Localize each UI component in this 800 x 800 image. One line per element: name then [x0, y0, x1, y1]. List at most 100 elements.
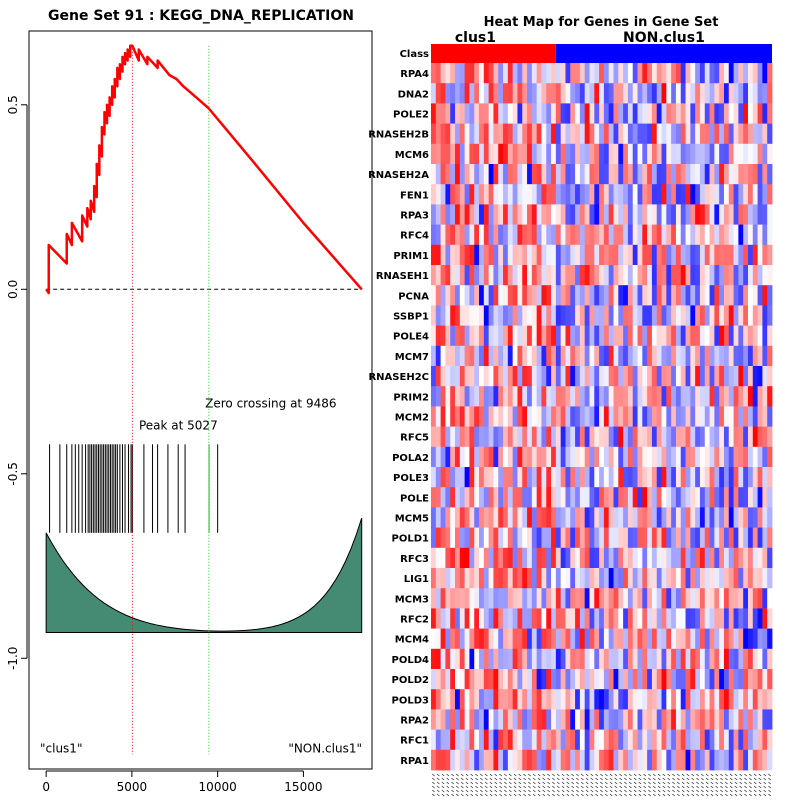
heatmap-cell	[555, 547, 562, 569]
sample-label-glyph	[566, 777, 570, 781]
heatmap-cell	[507, 547, 514, 569]
heatmap-cell	[570, 244, 576, 266]
heatmap-cell	[733, 406, 739, 427]
heatmap-cell	[555, 568, 562, 589]
heatmap-cell	[613, 608, 619, 629]
heatmap-cell	[503, 729, 509, 751]
sample-label-glyph	[676, 777, 680, 781]
heatmap-cell	[464, 608, 470, 629]
sample-label-glyph	[576, 785, 579, 789]
heatmap-cell	[666, 366, 672, 387]
heatmap-cell	[435, 164, 442, 185]
heatmap-cell	[675, 244, 682, 266]
heatmap-cell	[469, 689, 475, 710]
heatmap-cell	[498, 669, 504, 690]
heatmap-cell	[675, 588, 682, 609]
heatmap-cell	[728, 184, 734, 205]
heatmap-cell	[671, 123, 677, 145]
heatmap-cell	[565, 749, 571, 771]
heatmap-cell	[661, 749, 667, 771]
gene-row-label: POLD3	[392, 695, 430, 706]
heatmap-cell	[743, 285, 749, 306]
heatmap-cell	[599, 487, 605, 508]
heatmap-cell	[493, 386, 499, 407]
heatmap-cell	[551, 588, 557, 609]
heatmap-cell	[459, 709, 466, 730]
heatmap-cell	[651, 224, 658, 246]
heatmap-cell	[627, 143, 634, 165]
heatmap-cell	[723, 63, 730, 84]
heatmap-cell	[752, 143, 758, 165]
heatmap-cell	[704, 204, 710, 225]
heatmap-cell	[733, 608, 739, 629]
heatmap-cell	[536, 709, 542, 730]
heatmap-cell	[733, 527, 739, 549]
heatmap-cell	[743, 588, 749, 609]
heatmap-cell	[728, 305, 734, 326]
sample-label-glyph	[758, 773, 762, 777]
sample-label-glyph	[580, 793, 584, 797]
heatmap-cell	[666, 608, 672, 629]
heatmap-cell	[743, 426, 749, 448]
heatmap-cell	[560, 507, 566, 528]
x-tick-label: 0	[42, 780, 50, 794]
heatmap-cell	[661, 628, 667, 650]
sample-label-glyph	[686, 793, 690, 797]
heatmap-cell	[661, 588, 667, 609]
heatmap-cell	[474, 446, 480, 468]
heatmap-cell	[661, 345, 667, 367]
heatmap-cell	[637, 224, 643, 246]
heatmap-cell	[579, 729, 586, 751]
heatmap-cell	[483, 164, 490, 185]
heatmap-cell	[488, 588, 494, 609]
heatmap-cell	[661, 204, 667, 225]
heatmap-cell	[642, 648, 648, 670]
heatmap-cell	[570, 63, 576, 84]
sample-label-glyph	[455, 789, 459, 793]
sample-label-glyph	[470, 777, 474, 781]
sample-label-glyph	[556, 793, 560, 797]
heatmap-cell	[647, 83, 653, 104]
y-axis: 0.50.0-0.5-1.0	[6, 95, 28, 670]
heatmap-cell	[474, 709, 480, 730]
heatmap-cell	[728, 345, 734, 367]
heatmap-cell	[690, 164, 696, 185]
sample-label-glyph	[475, 777, 479, 781]
gene-row-label: RFC3	[400, 554, 429, 565]
heatmap-cell	[450, 507, 456, 528]
heatmap-cell	[647, 366, 653, 387]
heatmap-cell	[431, 103, 437, 124]
heatmap-cell	[762, 204, 768, 225]
heatmap-cell	[637, 628, 643, 650]
heatmap-cell	[623, 588, 629, 609]
heatmap-cell	[671, 184, 677, 205]
heatmap-cell	[723, 123, 730, 145]
heatmap-cell	[642, 608, 648, 629]
sample-label-glyph	[609, 789, 613, 793]
gene-row-label: PRIM1	[393, 251, 429, 262]
heatmap-cell	[603, 285, 610, 306]
heatmap-cell	[589, 305, 595, 326]
gene-row-label: RPA2	[400, 716, 429, 727]
heatmap-cell	[714, 588, 720, 609]
heatmap-cell	[498, 406, 504, 427]
heatmap-cell	[507, 729, 514, 751]
heatmap-cell	[666, 184, 672, 205]
heatmap-cell	[431, 608, 437, 629]
sample-label-glyph	[609, 785, 613, 789]
heatmap-cell	[627, 467, 634, 488]
sample-label-glyph	[460, 777, 464, 781]
sample-label-glyph	[720, 777, 724, 781]
heatmap-cell	[431, 628, 437, 650]
heatmap-cell	[507, 467, 514, 488]
sample-label-glyph	[604, 789, 608, 793]
heatmap-cell	[656, 568, 662, 589]
heatmap-cell	[743, 345, 749, 367]
heatmap-cell	[675, 628, 682, 650]
heatmap-cell	[493, 648, 499, 670]
heatmap-cell	[440, 224, 446, 246]
heatmap-cell	[522, 406, 528, 427]
heatmap-cell	[560, 63, 566, 84]
heatmap-cell	[752, 547, 758, 569]
heatmap-cell	[431, 507, 437, 528]
